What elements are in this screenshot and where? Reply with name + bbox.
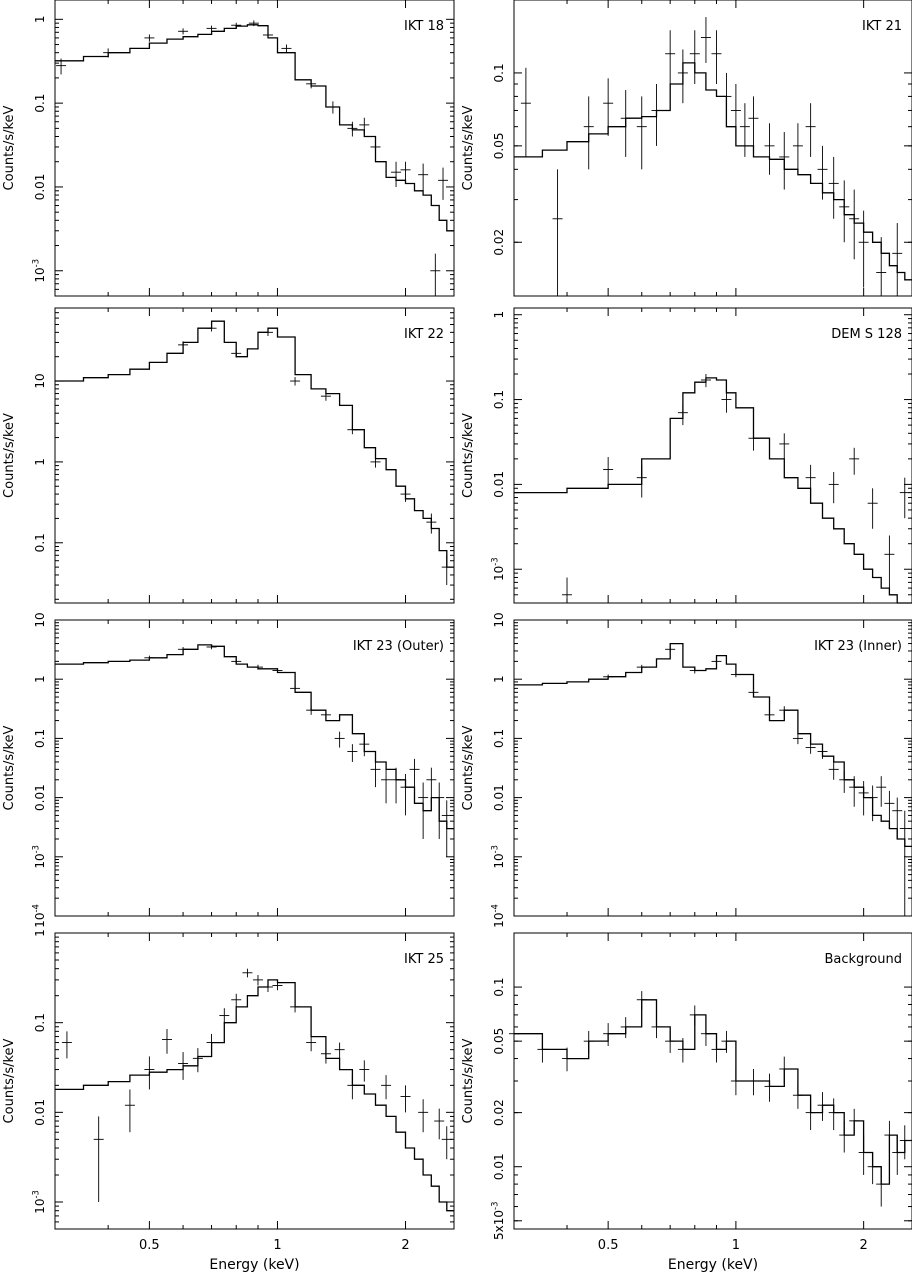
- x-tick-label: 1: [732, 1238, 740, 1253]
- exponent: -3: [490, 845, 500, 853]
- x-tick-label: 1: [273, 1238, 281, 1253]
- panel-title: IKT 25: [404, 952, 444, 967]
- y-tick-label: 1: [492, 675, 506, 683]
- panel-title: IKT 21: [862, 19, 902, 34]
- y-tick-label: 0.02: [492, 1099, 506, 1126]
- plot-frame: [513, 307, 912, 604]
- y-tick-label: 10: [33, 373, 47, 388]
- x-tick-label: 0.5: [598, 1238, 619, 1253]
- x-tick-label: 2: [860, 1238, 868, 1253]
- y-tick-label: 1: [492, 311, 506, 319]
- y-tick-label: 10: [492, 612, 506, 627]
- model-histogram: [55, 979, 454, 1212]
- panel-title: IKT 18: [404, 19, 444, 34]
- panel-title: IKT 23 (Inner): [814, 639, 902, 654]
- y-tick-label: 5x10-3: [490, 1202, 506, 1240]
- exponent: -3: [31, 1190, 41, 1198]
- spectrum-panel: 0.1 0.05 0.02 0.01 5x10-3 0.5 1 2 Counts/s/keV En…: [461, 932, 912, 1273]
- y-axis-label: Counts/s/keV: [461, 413, 476, 498]
- y-axis-label: Counts/s/keV: [2, 1038, 17, 1123]
- plot-frame: [513, 932, 912, 1230]
- spectrum-panel: 1 0.1 0.01 10-3 Counts/s/keV DEM S 128: [461, 307, 912, 604]
- panel-title: IKT 22: [404, 327, 444, 342]
- exponent: -4: [490, 904, 500, 912]
- y-tick-label: 0.01: [492, 1153, 506, 1180]
- panel-title: DEM S 128: [831, 327, 902, 342]
- exponent: -3: [490, 557, 500, 565]
- y-tick-label: 0.1: [492, 63, 506, 82]
- y-tick-label: 1: [33, 929, 47, 937]
- spectrum-panel: 1 0.1 0.01 10-3 0.5 1 2 Counts/s/keV Energy (keV…: [2, 929, 455, 1273]
- y-axis-label: Counts/s/keV: [2, 725, 17, 810]
- exponent: -4: [31, 904, 41, 912]
- y-tick-label: 0.1: [33, 533, 47, 552]
- exponent: -3: [31, 259, 41, 267]
- panel-title: IKT 23 (Outer): [353, 639, 444, 654]
- y-tick-label: 0.02: [492, 229, 506, 256]
- y-tick-label: 10-3: [31, 1190, 47, 1214]
- y-tick-label: 0.01: [492, 784, 506, 811]
- y-tick-label: 0.1: [492, 978, 506, 997]
- y-tick-label: 0.05: [492, 132, 506, 159]
- y-axis-label: Counts/s/keV: [461, 725, 476, 810]
- y-tick-label: 0.1: [33, 1013, 47, 1032]
- y-tick-label: 1: [33, 15, 47, 23]
- y-tick-label: 10-4: [31, 904, 47, 928]
- y-tick-label: 0.01: [33, 174, 47, 201]
- y-axis-label: Counts/s/keV: [461, 105, 476, 190]
- plot-frame: [54, 932, 455, 1230]
- x-axis-label: Energy (keV): [209, 1257, 299, 1273]
- y-tick-label: 10: [33, 612, 47, 627]
- model-histogram: [55, 320, 454, 568]
- x-axis-label: Energy (keV): [668, 1257, 758, 1273]
- y-tick-label: 10-4: [490, 904, 506, 928]
- y-tick-label: 1: [33, 675, 47, 683]
- y-axis-label: Counts/s/keV: [2, 413, 17, 498]
- plot-frame: [54, 619, 455, 917]
- y-tick-label: 0.01: [492, 471, 506, 498]
- panel-title: Background: [824, 952, 902, 967]
- plot-frame: [54, 307, 455, 604]
- y-tick-label: 10-3: [490, 557, 506, 581]
- spectrum-panel: 1 0.1 0.01 10-3 Counts/s/keV IKT 18: [2, 0, 455, 297]
- y-tick-label: 0.1: [33, 94, 47, 113]
- model-histogram: [514, 999, 912, 1185]
- plot-frame: [513, 0, 912, 297]
- y-tick-label: 0.1: [492, 729, 506, 748]
- y-tick-label: 0.1: [33, 729, 47, 748]
- y-tick-label: 0.1: [492, 390, 506, 409]
- spectrum-panel: 10 1 0.1 Counts/s/keV IKT 22: [2, 307, 455, 604]
- model-histogram: [514, 62, 912, 281]
- spectrum-panel: 0.1 0.05 0.02 Counts/s/keV IKT 21: [461, 0, 912, 297]
- x-tick-label: 0.5: [139, 1238, 160, 1253]
- y-tick-label: 0.01: [33, 784, 47, 811]
- model-histogram: [514, 377, 912, 604]
- y-tick-label: 0.05: [492, 1028, 506, 1055]
- y-axis-label: Counts/s/keV: [461, 1038, 476, 1123]
- plot-frame: [54, 0, 455, 297]
- spectrum-panel: 10 1 0.1 0.01 10-3 10-4 Counts/s/keV IKT 23 (Ou…: [2, 612, 455, 928]
- x-tick-label: 2: [401, 1238, 409, 1253]
- exponent: -3: [490, 1202, 500, 1210]
- y-tick-label: 1: [33, 458, 47, 466]
- y-tick-label: 10-3: [31, 845, 47, 869]
- exponent: -3: [31, 845, 41, 853]
- spectrum-panel: 10 1 0.1 0.01 10-3 10-4 Counts/s/keV IKT 23 (In…: [461, 612, 912, 928]
- model-histogram: [55, 644, 454, 830]
- y-tick-label: 0.01: [33, 1099, 47, 1126]
- model-histogram: [514, 642, 912, 848]
- y-tick-label: 10-3: [31, 259, 47, 283]
- model-histogram: [55, 24, 454, 232]
- plot-frame: [513, 619, 912, 917]
- y-tick-label: 10-3: [490, 845, 506, 869]
- y-axis-label: Counts/s/keV: [2, 105, 17, 190]
